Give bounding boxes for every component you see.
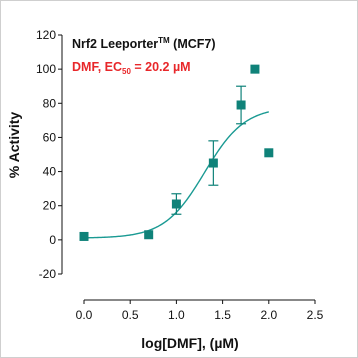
y-tick-label: 0 (49, 233, 56, 247)
x-tick-label: 1.0 (168, 308, 185, 322)
x-tick-label: 0.0 (76, 308, 93, 322)
data-point (250, 64, 260, 74)
x-tick-label: 2.0 (260, 308, 277, 322)
y-tick-label: 80 (43, 96, 57, 110)
data-point (171, 199, 181, 209)
y-tick-label: 100 (36, 62, 56, 76)
x-tick-label: 2.5 (307, 308, 324, 322)
x-tick-label: 0.5 (122, 308, 139, 322)
title-rest: (MCF7) (170, 37, 216, 51)
error-bars (171, 85, 247, 215)
subtitle-subscript: 50 (122, 67, 131, 76)
title-main: Nrf2 Leeporter (72, 37, 158, 51)
subtitle-pre: DMF, EC (72, 60, 122, 74)
y-tick-label: 60 (43, 130, 57, 144)
data-point (144, 230, 154, 240)
chart-subtitle: DMF, EC50 = 20.2 µM (72, 60, 191, 76)
subtitle-post: = 20.2 µM (131, 60, 191, 74)
y-tick-label: 120 (36, 28, 56, 42)
data-point (236, 100, 246, 110)
chart-title: Nrf2 LeeporterTM (MCF7) (72, 36, 216, 51)
y-tick-label: 20 (43, 199, 57, 213)
data-point (79, 231, 89, 241)
x-tick-label: 1.5 (214, 308, 231, 322)
data-point (208, 158, 218, 168)
axes (61, 35, 315, 301)
x-axis-label: log[DMF], (µM) (141, 335, 238, 351)
y-tick-label: 40 (43, 165, 57, 179)
title-trademark: TM (158, 36, 170, 45)
y-tick-label: -20 (39, 267, 57, 281)
fit-curve (83, 111, 269, 239)
data-point (264, 148, 274, 158)
y-axis-label: % Activity (6, 112, 22, 179)
ticks: -20 0 20 40 60 80 100 120 0.0 0.5 1.0 1.5 2.0 2.5 (36, 28, 324, 322)
data-points (79, 64, 274, 241)
